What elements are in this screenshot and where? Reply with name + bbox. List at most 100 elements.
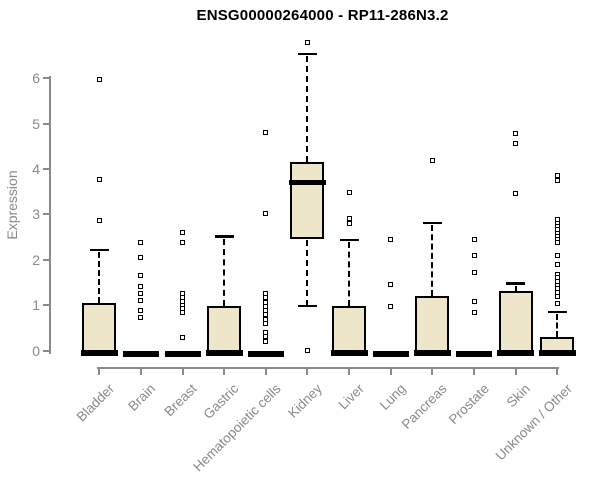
upper-whisker (431, 225, 434, 297)
median-line (330, 350, 368, 356)
outlier-point (263, 130, 269, 136)
outlier-point (388, 282, 394, 288)
x-category-label: Breast (161, 381, 201, 420)
median-line (288, 179, 326, 186)
outlier-point (388, 303, 394, 309)
box-body (498, 291, 533, 353)
median-line (413, 350, 451, 356)
upper-whisker-cap (214, 235, 234, 238)
median-line (80, 350, 118, 356)
outlier-point (263, 307, 269, 313)
outlier-point (471, 298, 477, 304)
outlier-point (513, 140, 519, 146)
y-tick-label: 2 (32, 251, 40, 268)
x-tick-mark (98, 368, 101, 375)
outlier-point (180, 240, 185, 246)
outlier-point (471, 269, 477, 275)
outlier-point (513, 130, 519, 136)
outlier-point (554, 252, 560, 258)
y-tick-mark (43, 258, 50, 261)
outlier-point (471, 309, 477, 315)
outlier-point (346, 221, 352, 227)
outlier-point (513, 190, 519, 196)
outlier-point (471, 237, 477, 243)
median-line (205, 350, 243, 356)
outlier-point (138, 284, 144, 290)
box-body (290, 162, 325, 240)
x-category-label: Liver (335, 381, 367, 413)
outlier-point (138, 315, 144, 321)
outlier-point (138, 254, 144, 260)
box-body (415, 296, 450, 353)
upper-whisker (348, 242, 351, 306)
chart-title: ENSG00000264000 - RP11-286N3.2 (196, 7, 449, 24)
y-tick-label: 4 (32, 160, 40, 177)
outlier-point (263, 329, 269, 335)
outlier-point (346, 216, 352, 222)
box-body (207, 305, 242, 353)
x-category-label: Unknown / Other (492, 381, 575, 464)
x-category-label: Kidney (285, 381, 326, 421)
y-tick-label: 0 (32, 342, 40, 359)
x-tick-mark (556, 368, 559, 375)
x-category-label: Bladder (73, 381, 117, 425)
outlier-point (180, 334, 185, 340)
x-tick-mark (264, 368, 267, 375)
upper-whisker (556, 314, 559, 337)
collapsed-box (122, 351, 159, 358)
x-category-label: Brain (125, 381, 159, 414)
collapsed-box (372, 351, 409, 358)
outlier-point (96, 176, 102, 182)
x-tick-mark (306, 368, 309, 375)
x-tick-mark (181, 368, 184, 375)
outlier-point (180, 309, 185, 315)
y-tick-label: 5 (32, 115, 40, 132)
box-body (82, 302, 117, 353)
outlier-point (138, 273, 144, 279)
x-category-label: Pancreas (399, 381, 451, 432)
x-tick-mark (514, 368, 517, 375)
upper-whisker-cap (339, 238, 359, 242)
x-tick-mark (223, 368, 226, 375)
outlier-point (304, 348, 310, 354)
outlier-point (554, 262, 560, 268)
upper-whisker-cap (547, 310, 567, 314)
x-axis-line (97, 366, 560, 369)
y-tick-label: 6 (32, 70, 40, 87)
y-tick-mark (43, 304, 50, 307)
upper-whisker (306, 56, 309, 163)
upper-whisker-cap (297, 52, 317, 56)
y-tick-mark (43, 167, 50, 170)
y-tick-label: 3 (32, 206, 40, 223)
box-body (332, 305, 367, 353)
outlier-point (263, 321, 269, 327)
upper-whisker-cap (89, 248, 109, 252)
y-tick-label: 1 (32, 297, 40, 314)
upper-whisker (223, 238, 226, 306)
outlier-point (554, 178, 560, 184)
x-category-label: Lung (376, 381, 409, 413)
x-tick-mark (139, 368, 142, 375)
outlier-point (554, 293, 560, 299)
x-tick-mark (473, 368, 476, 375)
outlier-point (263, 339, 269, 345)
upper-whisker (514, 285, 517, 292)
outlier-point (388, 237, 394, 243)
outlier-point (263, 334, 269, 340)
y-tick-mark (43, 77, 50, 80)
y-tick-mark (43, 349, 50, 352)
outlier-point (96, 76, 102, 82)
outlier-point (554, 173, 560, 179)
lower-whisker (306, 239, 309, 306)
outlier-point (96, 217, 102, 223)
lower-whisker-cap (297, 304, 317, 308)
upper-whisker (98, 252, 101, 303)
x-category-label: Skin (504, 381, 534, 411)
outlier-point (180, 230, 185, 236)
collapsed-box (456, 351, 493, 358)
outlier-point (138, 290, 144, 296)
x-tick-mark (389, 368, 392, 375)
collapsed-box (247, 351, 284, 358)
